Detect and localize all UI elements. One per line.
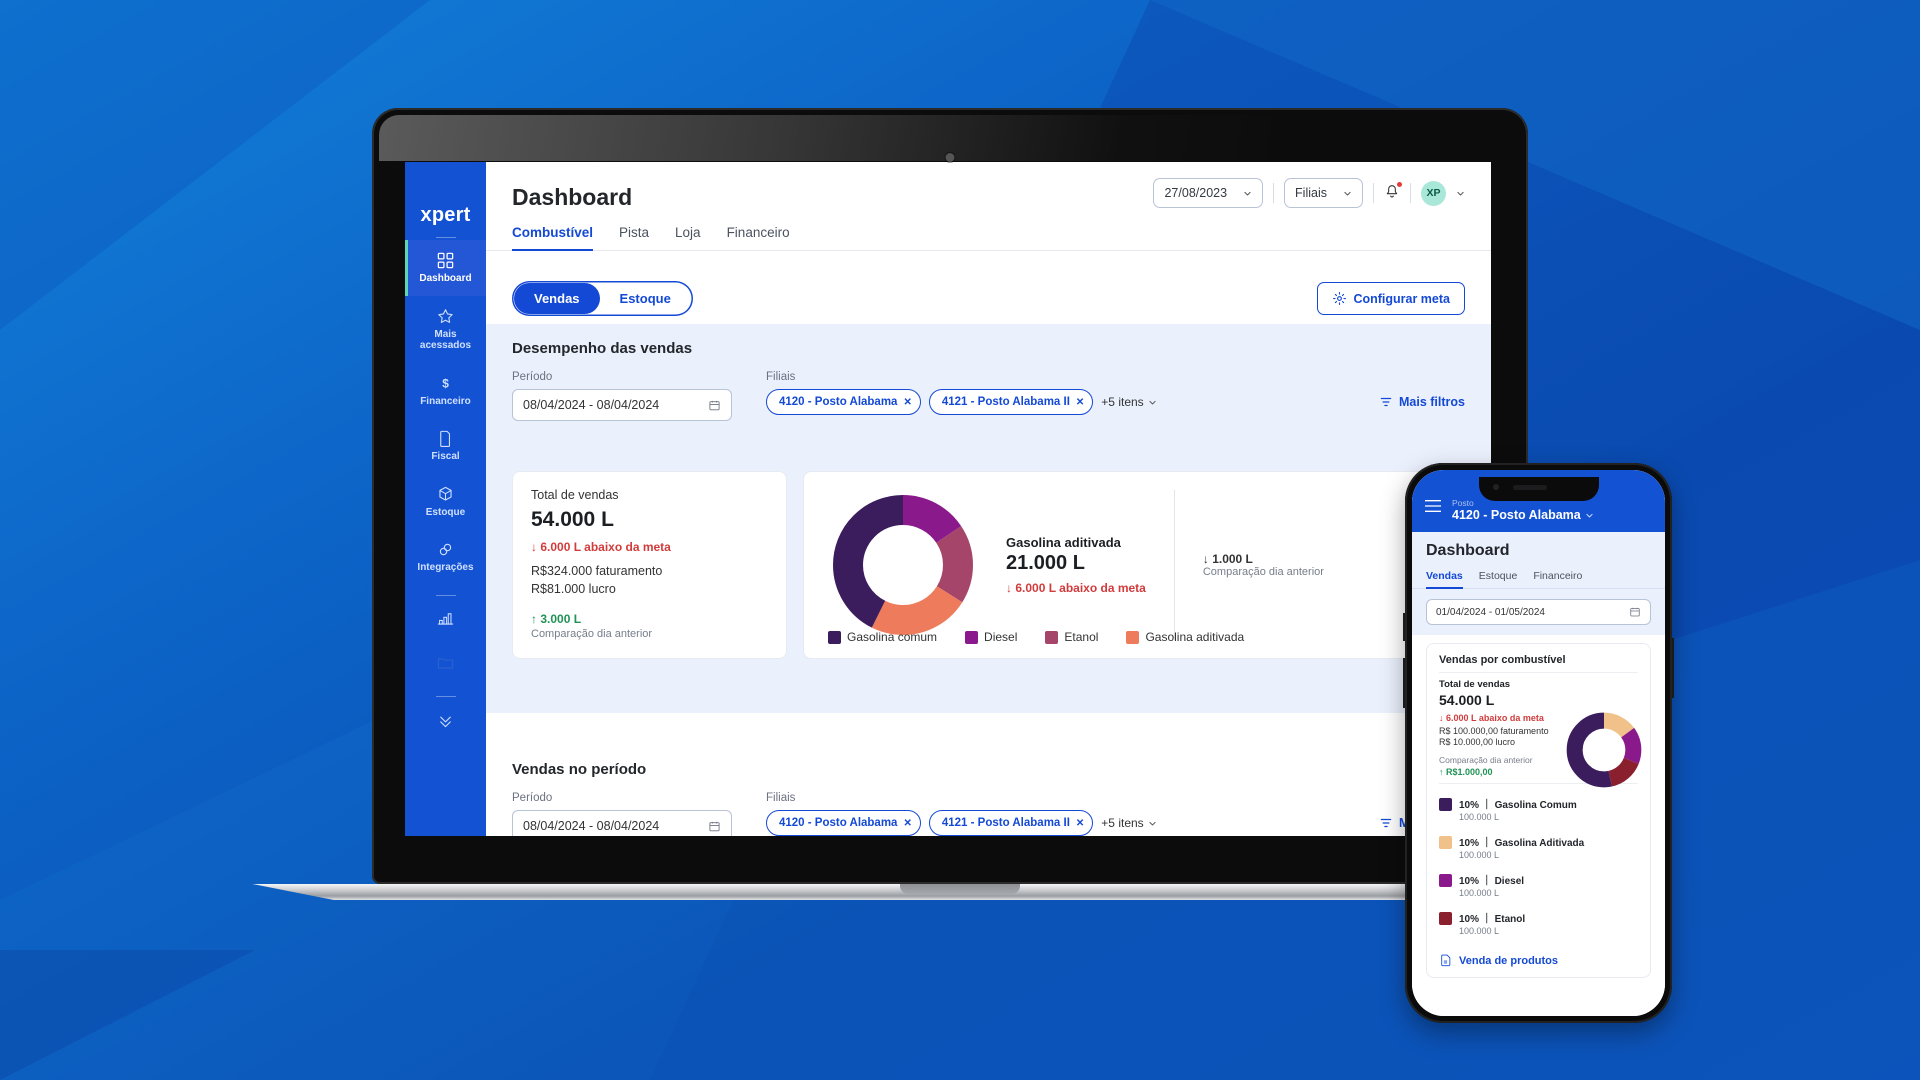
- svg-text:$: $: [442, 376, 449, 390]
